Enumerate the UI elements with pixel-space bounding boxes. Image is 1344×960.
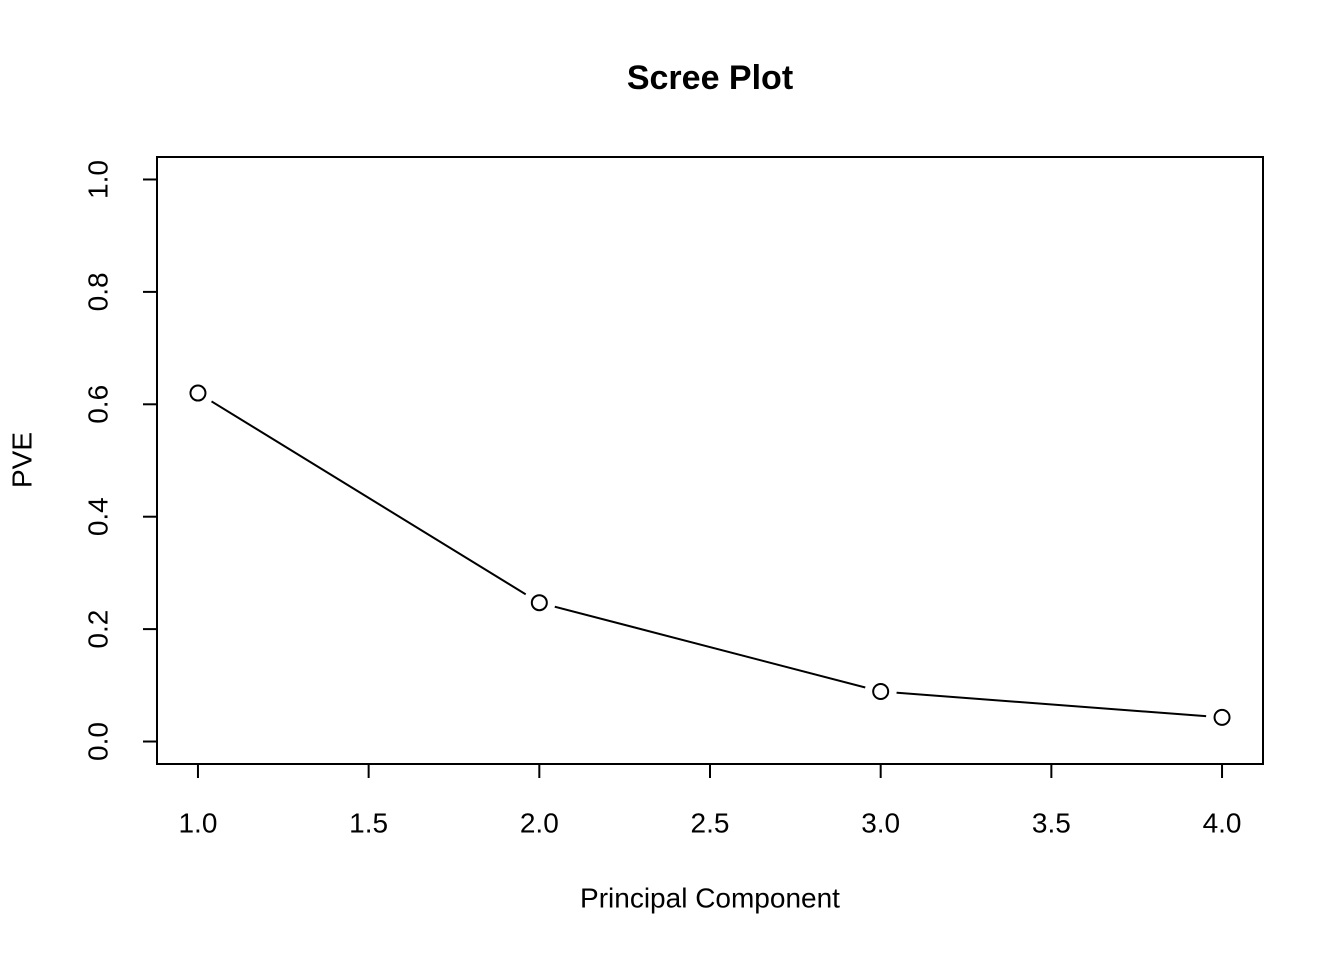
- point: [189, 384, 207, 402]
- chart-title: Scree Plot: [627, 59, 793, 97]
- x-tick-label: 2.0: [520, 807, 559, 838]
- point: [530, 594, 548, 612]
- y-tick-label: 0.6: [82, 385, 113, 424]
- x-axis-label: Principal Component: [580, 882, 840, 913]
- y-tick-label: 0.4: [82, 497, 113, 536]
- point: [1213, 708, 1231, 726]
- plot-box: [156, 156, 1264, 765]
- y-tick-label: 1.0: [82, 160, 113, 199]
- x-tick-label: 3.5: [1032, 807, 1071, 838]
- y-axis-label: PVE: [6, 432, 37, 488]
- x-tick-label: 1.0: [178, 807, 217, 838]
- y-tick-label: 0.2: [82, 610, 113, 649]
- x-tick-label: 4.0: [1203, 807, 1242, 838]
- y-tick-label: 0.0: [82, 722, 113, 761]
- series-line: [197, 392, 1223, 719]
- x-tick-label: 2.5: [691, 807, 730, 838]
- x-tick-label: 3.0: [861, 807, 900, 838]
- point: [872, 682, 890, 700]
- y-tick-label: 0.8: [82, 272, 113, 311]
- x-tick-label: 1.5: [349, 807, 388, 838]
